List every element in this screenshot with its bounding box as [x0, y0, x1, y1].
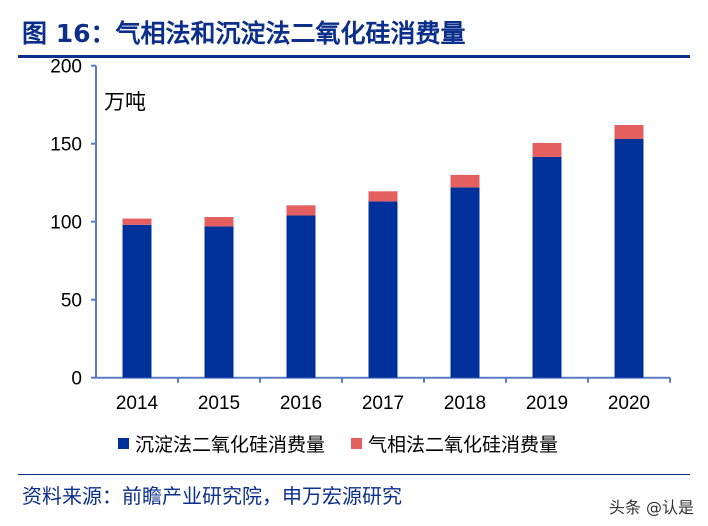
legend-item-fumed: 气相法二氧化硅消费量 — [351, 430, 558, 457]
y-tick-label: 100 — [50, 213, 82, 234]
legend-label: 气相法二氧化硅消费量 — [368, 434, 559, 456]
source-divider — [18, 474, 690, 475]
bar-fumed-2018 — [450, 174, 480, 188]
bar-precipitated-2017 — [368, 201, 398, 378]
bar-precipitated-2015 — [204, 226, 234, 378]
source-note: 资料来源：前瞻产业研究院，申万宏源研究 — [22, 484, 402, 508]
bar-precipitated-2018 — [450, 187, 480, 378]
bar-precipitated-2016 — [286, 215, 316, 378]
x-tick-label: 2020 — [608, 393, 650, 414]
bar-precipitated-2019 — [532, 156, 562, 378]
y-tick-label: 200 — [50, 57, 82, 78]
title-divider — [18, 55, 690, 58]
y-tick-label: 50 — [61, 291, 82, 312]
bar-fumed-2014 — [122, 218, 152, 225]
bar-precipitated-2020 — [614, 139, 644, 378]
legend-swatch — [351, 438, 363, 449]
bar-fumed-2020 — [614, 124, 644, 140]
legend-swatch — [118, 438, 129, 449]
bar-fumed-2019 — [532, 142, 562, 157]
x-tick-label: 2015 — [198, 393, 240, 414]
y-axis-unit-label: 万吨 — [104, 90, 146, 114]
chart-title: 图 16：气相法和沉淀法二氧化硅消费量 — [22, 19, 466, 48]
x-tick-label: 2014 — [116, 393, 159, 414]
bar-fumed-2017 — [368, 191, 398, 202]
x-tick-label: 2016 — [280, 393, 322, 414]
bar-fumed-2016 — [286, 205, 316, 216]
bar-fumed-2015 — [204, 217, 234, 227]
legend-label: 沉淀法二氧化硅消费量 — [135, 434, 326, 456]
bar-precipitated-2014 — [122, 224, 152, 378]
y-tick-label: 150 — [50, 135, 82, 156]
legend: 沉淀法二氧化硅消费量 气相法二氧化硅消费量 — [118, 430, 558, 457]
x-tick-label: 2017 — [362, 393, 404, 414]
x-tick-label: 2018 — [444, 393, 486, 414]
y-tick-label: 0 — [71, 369, 82, 390]
x-tick-label: 2019 — [526, 393, 568, 414]
watermark: 头条 @认是 — [608, 498, 694, 517]
legend-item-precipitated: 沉淀法二氧化硅消费量 — [118, 430, 325, 457]
